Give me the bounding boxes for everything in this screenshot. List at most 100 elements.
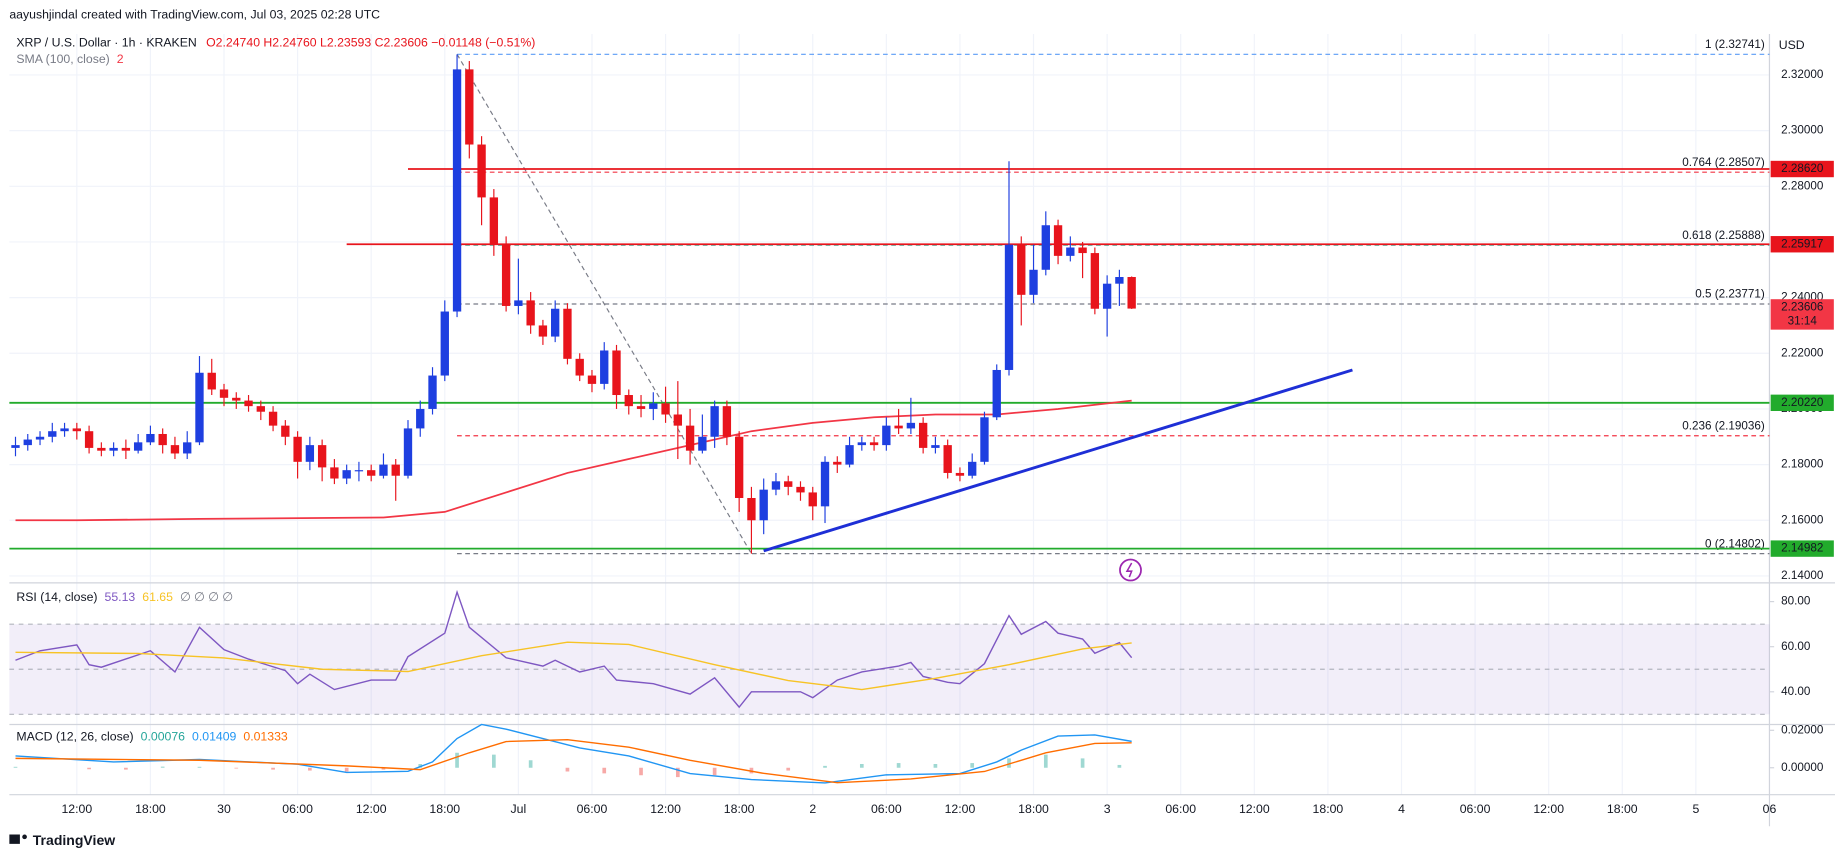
candle-body — [416, 408, 425, 429]
macd-histogram-bar — [639, 767, 643, 776]
candle-body — [305, 445, 315, 462]
candle-body — [11, 445, 20, 448]
brand-logo — [9, 834, 20, 844]
candle-body — [207, 372, 216, 390]
x-tick-label: 4 — [1398, 802, 1405, 816]
price-badge — [1770, 160, 1834, 178]
fib-label: 0.236 (2.19036) — [1682, 419, 1765, 432]
candle-body — [1102, 283, 1112, 309]
y-tick-label: 40.00 — [1781, 685, 1811, 698]
y-tick-label: 0.02000 — [1781, 723, 1824, 736]
ohlc: O2.24740 H2.24760 L2.23593 C2.23606 −0.0… — [206, 36, 535, 50]
candle-body — [906, 422, 916, 429]
candle-body — [759, 489, 768, 521]
rsi-extras: ∅ ∅ ∅ ∅ — [180, 590, 233, 604]
price-badge — [1770, 394, 1834, 412]
candle-body — [1017, 244, 1026, 295]
macd-histogram-bar — [1007, 758, 1011, 768]
macd-histogram-bar — [13, 766, 18, 768]
candle-body — [980, 417, 989, 462]
candle-body — [158, 433, 167, 446]
rsi-line — [15, 641, 1132, 691]
candle-body — [97, 447, 106, 451]
macd-histogram-bar — [823, 765, 827, 768]
trendline — [763, 368, 1353, 553]
candle-body — [820, 461, 830, 507]
fib-label: 0.618 (2.25888) — [1682, 229, 1765, 242]
candle-body — [60, 428, 69, 432]
macd-histogram-bar — [528, 760, 533, 768]
price-badge-label: 2.20220 — [1781, 396, 1824, 409]
candle-body — [23, 439, 32, 446]
x-tick-label: 18:00 — [724, 802, 755, 816]
countdown: 31:14 — [1788, 315, 1818, 328]
candle-body — [710, 406, 719, 437]
candle-body — [784, 481, 793, 487]
x-tick-label: 5 — [1692, 802, 1699, 816]
macd-histogram-bar — [859, 764, 864, 768]
candle-body — [268, 411, 278, 426]
x-tick-label: 06:00 — [577, 802, 608, 816]
macd-histogram-bar — [786, 767, 791, 771]
candle-body — [943, 445, 952, 473]
candle-body — [440, 311, 449, 376]
macd-histogram-bar — [896, 763, 901, 768]
candle-body — [232, 397, 241, 401]
candle-body — [281, 425, 290, 437]
x-tick-label: 06 — [1763, 802, 1777, 816]
event-icon[interactable] — [1119, 558, 1142, 582]
rsi-value: 61.65 — [142, 590, 173, 604]
macd-value: 0.01333 — [243, 730, 288, 744]
candle-body — [256, 406, 265, 412]
macd-histogram-bar — [124, 767, 128, 770]
candle-body — [48, 431, 57, 437]
legend-symbol: XRP / U.S. Dollar · 1h · KRAKEN O2.24740 … — [16, 36, 535, 50]
candle-body — [563, 308, 572, 359]
candle-body — [1041, 225, 1050, 270]
sma-line — [15, 399, 1132, 522]
y-tick-label: 0.00000 — [1781, 761, 1824, 774]
candle-body — [1115, 277, 1124, 284]
x-tick-label: 18:00 — [135, 802, 166, 816]
sma-legend: SMA (100, close) 2 — [16, 52, 123, 66]
x-tick-label: 18:00 — [429, 802, 460, 816]
macd-histogram-value: 0.00076 — [141, 730, 186, 744]
candle-body — [882, 425, 891, 446]
candle-body — [894, 425, 903, 429]
macd-line — [15, 738, 1132, 784]
macd-histogram-bar — [344, 767, 349, 772]
y-tick-label: 2.32000 — [1781, 68, 1824, 81]
candle-body — [538, 325, 548, 337]
fib-diagonal — [456, 54, 752, 554]
y-tick-label: 2.22000 — [1781, 346, 1824, 359]
candle-body — [1004, 244, 1014, 370]
candle-body — [931, 445, 940, 448]
candle-body — [219, 389, 229, 398]
candle-body — [477, 144, 486, 198]
candle-body — [317, 445, 327, 468]
x-tick-label: 18:00 — [1607, 802, 1638, 816]
candle-body — [612, 350, 621, 396]
candle-body — [698, 436, 707, 451]
macd-histogram-bar — [565, 767, 570, 772]
candle-body — [379, 464, 388, 476]
candle-body — [72, 428, 81, 432]
macd-histogram-bar — [492, 754, 496, 768]
sma-value: 2 — [117, 52, 124, 66]
x-tick-label: 2 — [809, 802, 816, 816]
rsi-line — [15, 589, 1133, 709]
candle-body — [734, 436, 744, 499]
candle-body — [465, 69, 474, 145]
macd-histogram-bar — [712, 767, 717, 776]
candle-body — [575, 358, 584, 376]
currency: USD — [1779, 38, 1805, 52]
candle-body — [403, 428, 413, 476]
candle-body — [587, 375, 597, 384]
brand: TradingView — [33, 832, 115, 848]
macd-histogram-bar — [87, 767, 91, 770]
macd-histogram-bar — [675, 767, 680, 778]
x-tick-label: 06:00 — [871, 802, 902, 816]
macd-value: 0.01409 — [192, 730, 237, 744]
